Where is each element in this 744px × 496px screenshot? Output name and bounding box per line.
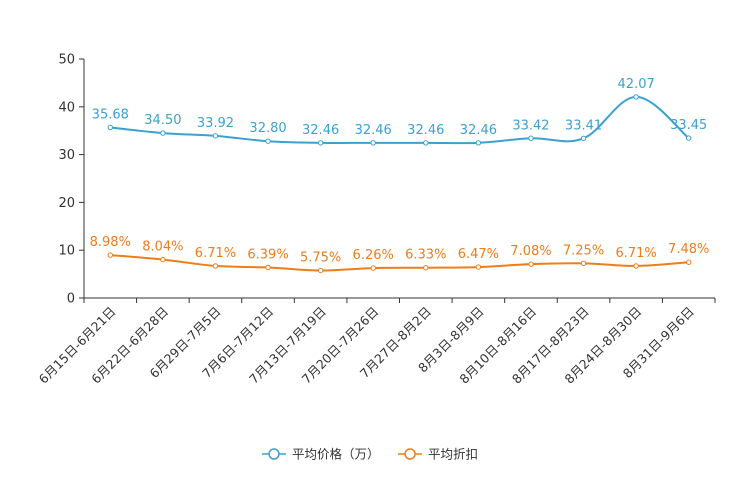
data-point[interactable] [686, 135, 692, 141]
data-label: 6.33% [405, 248, 446, 263]
data-point[interactable] [528, 135, 534, 141]
series-line [110, 254, 689, 272]
data-label: 8.98% [90, 235, 131, 250]
y-tick-label: 0 [67, 292, 75, 307]
y-tick-label: 20 [58, 196, 75, 211]
data-point[interactable] [475, 264, 482, 270]
data-point[interactable] [423, 140, 429, 146]
data-point[interactable] [107, 252, 113, 258]
legend-marker [268, 448, 280, 460]
legend-label: 平均折扣 [428, 447, 478, 462]
data-point[interactable] [580, 260, 587, 267]
data-point[interactable] [370, 140, 376, 146]
data-point[interactable] [107, 124, 113, 131]
legend-item-2[interactable]: 平均折扣 [398, 447, 478, 462]
data-point[interactable] [633, 94, 639, 100]
data-label: 6.47% [458, 247, 499, 262]
series-1: 35.68 34.50 33.92 32.80 32.46 32.46 32.46 32.46… [92, 77, 707, 146]
data-label: 32.80 [249, 121, 286, 136]
series-2: 8.98% 8.04% 6.71% 6.39% 5.75% 6.26% 6.33% 6.47%… [90, 235, 709, 274]
data-label: 32.46 [407, 123, 444, 138]
data-label: 6.26% [353, 248, 394, 263]
data-label: 33.92 [197, 116, 234, 131]
data-label: 8.04% [142, 240, 183, 255]
data-label: 42.07 [618, 77, 655, 92]
data-label: 32.46 [355, 123, 392, 138]
data-point[interactable] [160, 256, 166, 263]
data-label: 7.25% [563, 243, 604, 258]
data-label: 6.39% [247, 247, 288, 262]
data-point[interactable] [475, 140, 482, 146]
x-axis-ticks: 6月15日-6月21日6月22日-6月28日6月29日-7月5日7月6日-7月1… [36, 298, 716, 387]
data-point[interactable] [212, 133, 219, 139]
y-axis-ticks: 0 10 20 30 40 50 [58, 53, 84, 307]
legend[interactable]: 平均价格（万） 平均折扣 [262, 447, 478, 462]
data-point[interactable] [160, 130, 166, 136]
data-label: 33.45 [670, 118, 707, 133]
data-label: 32.46 [302, 123, 339, 138]
data-label: 5.75% [300, 251, 341, 266]
data-label: 32.46 [460, 123, 497, 138]
data-point[interactable] [580, 135, 587, 142]
y-tick-label: 40 [58, 100, 75, 115]
data-label: 7.48% [668, 242, 709, 257]
data-point[interactable] [212, 263, 219, 269]
legend-label: 平均价格（万） [292, 447, 380, 462]
data-label: 33.42 [512, 118, 549, 133]
y-tick-label: 10 [58, 244, 75, 259]
series-group: 35.68 34.50 33.92 32.80 32.46 32.46 32.46 32.46… [90, 77, 709, 274]
data-point[interactable] [423, 265, 429, 271]
y-tick-label: 50 [58, 53, 75, 68]
data-label: 7.08% [510, 244, 551, 259]
data-point[interactable] [633, 263, 639, 269]
data-point[interactable] [265, 138, 271, 144]
data-point[interactable] [317, 267, 324, 274]
legend-item-1[interactable]: 平均价格（万） [262, 447, 380, 462]
data-point[interactable] [317, 140, 324, 146]
data-label: 33.41 [565, 118, 602, 133]
y-tick-label: 30 [58, 148, 75, 163]
data-label: 35.68 [92, 107, 129, 122]
data-label: 34.50 [144, 113, 181, 128]
data-label: 6.71% [195, 246, 236, 261]
legend-marker [404, 448, 416, 460]
data-point[interactable] [686, 259, 692, 265]
data-label: 6.71% [615, 246, 656, 261]
data-point[interactable] [528, 261, 534, 267]
data-point[interactable] [370, 265, 376, 271]
data-point[interactable] [265, 264, 271, 271]
